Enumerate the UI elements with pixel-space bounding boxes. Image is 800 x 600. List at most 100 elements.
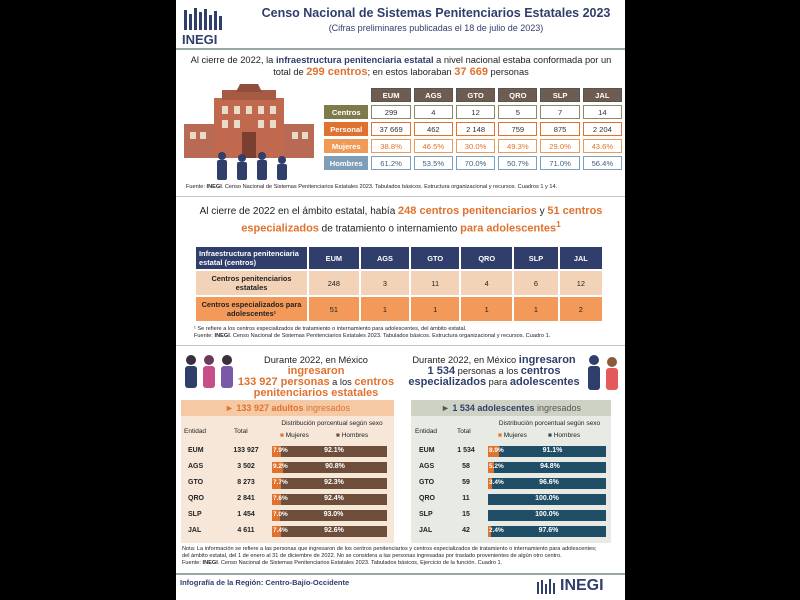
section2-text-1: Al cierre de 2022 en el ámbito estatal, … xyxy=(199,206,399,217)
section2-highlight-1: 248 centros penitenciarios xyxy=(398,205,537,217)
page-subtitle: (Cifras preliminares publicadas el 18 de… xyxy=(328,23,544,33)
adultos-banner: ► 133 927 adultos ingresados xyxy=(181,400,394,416)
row-total: 59 xyxy=(462,479,470,486)
intro-highlight-3: 37 669 xyxy=(454,66,488,78)
adultos-legend-h: ■ Hombres xyxy=(336,432,369,439)
section3-right-highlight-1: ingresaron xyxy=(518,354,576,366)
table1-cell: 29.0% xyxy=(540,139,580,153)
hombres-bar xyxy=(494,462,606,473)
table1-col-header: QRO xyxy=(498,88,538,102)
table1-cell: 2 148 xyxy=(455,122,496,136)
table1-row-label: Centros xyxy=(324,105,369,119)
row-total: 8 273 xyxy=(237,479,255,486)
divider xyxy=(176,196,625,197)
mujeres-label: 7.6% xyxy=(273,495,288,502)
hombres-label: 90.8% xyxy=(325,463,345,470)
hombres-bar xyxy=(281,446,387,457)
row-entidad: QRO xyxy=(419,495,435,502)
section3-left-highlight-3: centros penitenciarios estatales xyxy=(253,376,395,399)
mujeres-label: 7.0% xyxy=(273,511,288,518)
table1-cell: 7 xyxy=(540,105,580,119)
table2-note: ¹ Se refiere a los centros especializado… xyxy=(194,326,467,332)
section3-right-highlight-2: 1 534 xyxy=(427,365,456,377)
hombres-bar xyxy=(281,526,387,537)
table2-cell: 3 xyxy=(360,271,410,295)
row-total: 1 454 xyxy=(237,511,255,518)
adolescentes-col-entidad: Entidad xyxy=(415,428,438,435)
table2-cell: 12 xyxy=(559,271,602,295)
hombres-label: 94.8% xyxy=(540,463,560,470)
mujeres-bar xyxy=(272,446,281,457)
table2-col-header: GTO xyxy=(411,247,460,269)
row-entidad: EUM xyxy=(419,447,435,454)
mujeres-bar xyxy=(272,494,281,505)
adultos-col-total: Total xyxy=(234,428,248,435)
logo-text: INEGI xyxy=(182,32,218,47)
hombres-label: 92.1% xyxy=(324,447,344,454)
table1-cell: 70.0% xyxy=(455,156,496,170)
source-text: . Censo Nacional de Sistemas Penitenciar… xyxy=(221,184,558,190)
hombres-bar xyxy=(491,526,606,537)
table1-cell: 37 669 xyxy=(371,122,411,136)
hombres-label: 92.4% xyxy=(324,495,344,502)
table1-cell: 49.3% xyxy=(498,139,538,153)
hombres-label: 97.6% xyxy=(538,527,559,534)
table2-row-label: Centros especializados para adolescentes… xyxy=(196,297,307,321)
adultos-banner-rest: ingresados xyxy=(303,403,350,413)
table2-notes: ¹ Se refiere a los centros especializado… xyxy=(194,326,614,340)
hombres-label: 100.0% xyxy=(535,511,559,518)
adolescentes-legend-h: ■ Hombres xyxy=(548,432,581,439)
row-total: 58 xyxy=(462,463,470,470)
adolescentes-banner: ► 1 534 adolescentes ingresados xyxy=(411,400,611,416)
hombres-bar xyxy=(488,494,606,505)
hombres-bar xyxy=(280,510,387,521)
table2-source: Fuente: INEGI. Censo Nacional de Sistema… xyxy=(194,333,614,340)
hombres-bar xyxy=(281,494,387,505)
table1-cell: 53.5% xyxy=(413,156,453,170)
adultos-col-entidad: Entidad xyxy=(184,428,207,435)
legend-hombres: Hombres xyxy=(553,432,581,439)
mujeres-label: 2.4% xyxy=(489,527,504,534)
table1-cell: 14 xyxy=(582,105,622,119)
row-total: 42 xyxy=(462,527,470,534)
table2-cell: 6 xyxy=(514,271,558,295)
adultos-banner-bold: 133 927 adultos xyxy=(236,403,304,413)
table1-cell: 46.5% xyxy=(413,139,453,153)
table1-cell: 30.0% xyxy=(455,139,496,153)
table1-cell: 12 xyxy=(455,105,496,119)
row-entidad: AGS xyxy=(188,463,204,470)
row-total: 133 927 xyxy=(233,447,259,454)
table1-source: Fuente: INEGI. Censo Nacional de Sistema… xyxy=(186,184,616,190)
row-total: 4 611 xyxy=(237,527,255,534)
row-total: 3 502 xyxy=(237,463,255,470)
table1-cell: 61.2% xyxy=(371,156,411,170)
section2-text: Al cierre de 2022 en el ámbito estatal, … xyxy=(186,205,616,235)
infographic-page: INEGI Censo Nacional de Sistemas Peniten… xyxy=(176,0,625,600)
people-icon xyxy=(185,355,233,388)
intro-text-4: personas xyxy=(487,67,529,77)
table2-cell: 1 xyxy=(514,297,558,321)
row-entidad: JAL xyxy=(419,527,433,534)
source-text: . Censo Nacional de Sistemas Penitenciar… xyxy=(229,333,551,339)
page-title: Censo Nacional de Sistemas Penitenciario… xyxy=(261,6,611,20)
table2-cell: 51 xyxy=(309,297,359,321)
hombres-label: 93.0% xyxy=(323,511,344,518)
table2-cell: 248 xyxy=(309,271,359,295)
table1-col-header: JAL xyxy=(582,88,622,102)
section3-left-highlight-1: ingresaron xyxy=(287,365,345,377)
table1-cell: 2 204 xyxy=(582,122,622,136)
personal-centros-table: EUM AGS GTO QRO SLP JAL Centros 299 4 12… xyxy=(321,85,625,173)
section3-left-text-1: Durante 2022, en México xyxy=(264,355,368,365)
section2-text-2: y xyxy=(536,206,548,217)
section3-right-text-3: para xyxy=(486,377,510,387)
hombres-bar xyxy=(488,510,606,521)
table1-cell: 56.4% xyxy=(582,156,622,170)
table1-row-label: Mujeres xyxy=(324,139,369,153)
row-entidad: SLP xyxy=(188,511,202,518)
adolescentes-banner-bold: 1 534 adolescentes xyxy=(452,403,535,413)
table2-cell: 2 xyxy=(559,297,602,321)
divider xyxy=(176,345,625,346)
section2-highlight-2: 51 centros especializados xyxy=(241,205,603,235)
adultos-legend-m: ■ Mujeres xyxy=(280,432,309,439)
table1-cell: 71.0% xyxy=(540,156,580,170)
